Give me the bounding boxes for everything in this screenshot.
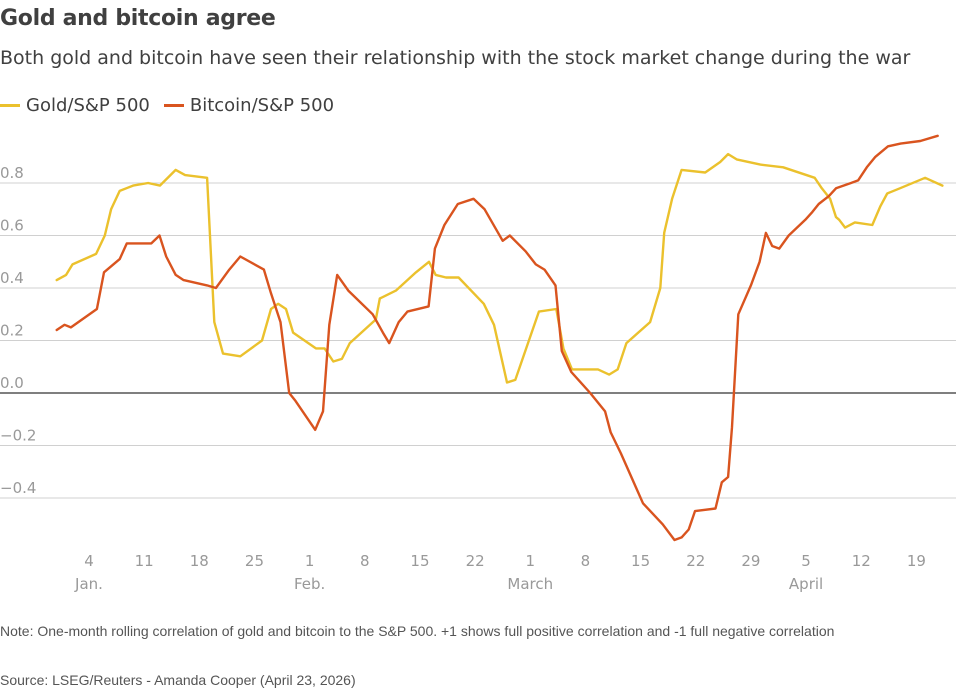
y-tick-label: −0.4	[0, 479, 36, 497]
gridlines	[0, 182, 956, 499]
x-tick-label: 15	[410, 552, 429, 570]
x-tick-label: 1	[305, 552, 315, 570]
x-month-label: Jan.	[74, 575, 103, 593]
x-tick-label: 5	[801, 552, 811, 570]
legend-label-gold: Gold/S&P 500	[26, 95, 150, 116]
chart-subtitle: Both gold and bitcoin have seen their re…	[0, 47, 911, 69]
x-tick-label: 12	[852, 552, 871, 570]
y-tick-label: −0.2	[0, 427, 36, 445]
y-axis-ticks: 0.8 0.6 0.4 0.2 0.0 −0.2 −0.4	[0, 164, 36, 497]
chart-title: Gold and bitcoin agree	[0, 6, 276, 31]
x-tick-label: 4	[84, 552, 94, 570]
x-tick-label: 25	[245, 552, 264, 570]
legend-swatch-gold	[0, 104, 20, 107]
y-tick-label: 0.6	[0, 217, 24, 235]
x-tick-label: 29	[741, 552, 760, 570]
legend-item-gold: Gold/S&P 500	[0, 95, 150, 116]
gold-series-line	[55, 152, 944, 384]
legend-item-bitcoin: Bitcoin/S&P 500	[163, 95, 335, 116]
x-tick-label: 22	[466, 552, 485, 570]
legend-swatch-bitcoin	[163, 104, 184, 107]
x-tick-label: 8	[360, 552, 370, 570]
bitcoin-series-line	[55, 134, 939, 542]
series-lines	[55, 134, 944, 542]
x-tick-label: 8	[581, 552, 591, 570]
chart-source: Source: LSEG/Reuters - Amanda Cooper (Ap…	[0, 672, 356, 688]
legend: Gold/S&P 500 Bitcoin/S&P 500	[0, 95, 348, 116]
legend-label-bitcoin: Bitcoin/S&P 500	[189, 95, 335, 116]
x-tick-label: 15	[631, 552, 650, 570]
x-tick-label: 1	[526, 552, 536, 570]
x-month-label: Feb.	[294, 575, 325, 593]
x-month-label: March	[507, 575, 553, 593]
y-tick-label: 0.2	[0, 322, 24, 340]
y-tick-label: 0.8	[0, 164, 24, 182]
x-tick-label: 19	[907, 552, 926, 570]
y-tick-label: 0.0	[0, 374, 24, 392]
x-axis-ticks: 4 Jan. 11 18 25 1 Feb. 8 15 22 1 March 8 15 22 29 5 April…	[74, 552, 926, 593]
x-tick-label: 18	[190, 552, 209, 570]
y-tick-label: 0.4	[0, 269, 24, 287]
x-month-label: April	[789, 575, 823, 593]
x-tick-label: 11	[135, 552, 154, 570]
x-tick-label: 22	[686, 552, 705, 570]
chart-note: Note: One-month rolling correlation of g…	[0, 623, 835, 639]
